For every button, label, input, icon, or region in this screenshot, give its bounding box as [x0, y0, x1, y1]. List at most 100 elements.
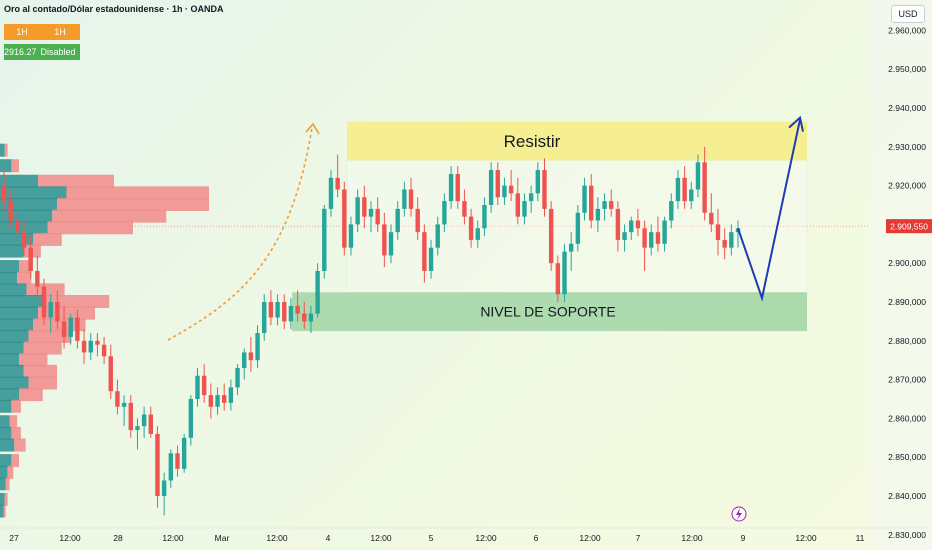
candle-body — [128, 402, 133, 431]
volume-profile-down-bar — [52, 209, 167, 223]
candle-body — [609, 201, 614, 209]
lightning-icon — [736, 508, 742, 520]
candle-body — [622, 232, 627, 240]
candle-body — [222, 395, 227, 403]
candle-body — [115, 391, 120, 407]
candle-body — [515, 193, 520, 217]
candle-body — [595, 208, 601, 221]
x-tick-label: 12:00 — [795, 533, 817, 543]
candle-body — [729, 232, 734, 248]
candle-body — [148, 414, 153, 434]
candle-body — [95, 340, 100, 345]
symbol-title[interactable]: Oro al contado/Dólar estadounidense · 1h… — [4, 4, 224, 14]
candle-body — [662, 220, 667, 244]
candle-body — [28, 247, 33, 271]
candle-body — [669, 201, 674, 221]
candle-body — [642, 228, 647, 248]
candle-body — [535, 170, 541, 194]
candle-body — [288, 305, 294, 322]
candle-body — [268, 302, 274, 318]
y-tick-label: 2.920,000 — [888, 181, 926, 191]
indicator-status[interactable]: Disabled — [36, 44, 80, 60]
candle-body — [61, 321, 67, 337]
volume-profile-up-bar — [0, 318, 34, 332]
candle-body — [649, 232, 654, 248]
indicator-value: 2916.275 — [4, 44, 42, 60]
candle-body — [355, 197, 360, 225]
candle-body — [235, 367, 240, 388]
candle-body — [255, 333, 260, 361]
candle-body — [689, 189, 694, 202]
candle-body — [188, 399, 194, 438]
candle-body — [442, 201, 447, 225]
candle-body — [482, 205, 487, 229]
volume-profile-up-bar — [0, 388, 19, 402]
volume-profile-up-bar — [0, 341, 24, 355]
candle-body — [242, 352, 247, 368]
candle-body — [161, 480, 167, 496]
x-tick-label: Mar — [215, 533, 230, 543]
candle-body — [228, 387, 234, 403]
volume-profile-up-bar — [0, 465, 8, 479]
candle-body — [428, 247, 434, 271]
candle-body — [375, 208, 380, 225]
candle-body — [555, 263, 561, 295]
volume-profile-down-bar — [4, 492, 8, 506]
volume-profile-up-bar — [0, 492, 5, 506]
price-label-bg — [886, 219, 932, 234]
volume-profile-up-bar — [0, 477, 6, 491]
candle-body — [175, 453, 180, 469]
candle-body — [502, 185, 507, 198]
volume-profile-down-bar — [11, 454, 19, 468]
x-tick-label: 6 — [534, 533, 539, 543]
candle-body — [468, 216, 474, 240]
timeframe-badge[interactable]: 1H — [40, 24, 80, 40]
timeframe-badge[interactable]: 1H — [4, 24, 40, 40]
candle-body — [435, 224, 440, 248]
volume-profile-down-bar — [23, 341, 62, 355]
candle-body — [88, 340, 93, 353]
x-tick-label: 12:00 — [579, 533, 601, 543]
candle-body — [462, 201, 467, 217]
support-zone — [292, 292, 807, 332]
candle-body — [68, 317, 73, 337]
candle-body — [615, 208, 621, 240]
volume-profile-down-bar — [19, 388, 43, 402]
y-tick-label: 2.900,000 — [888, 258, 926, 268]
candle-body — [368, 208, 374, 217]
candle-body — [475, 228, 480, 240]
currency-selector[interactable]: USD — [891, 5, 925, 23]
volume-profile-up-bar — [0, 295, 43, 308]
x-tick-label: 27 — [9, 533, 19, 543]
candle-body — [75, 317, 80, 341]
candle-body — [682, 177, 687, 202]
volume-profile-down-bar — [14, 438, 26, 452]
candle-body — [48, 302, 53, 318]
x-tick-label: 12:00 — [370, 533, 392, 543]
candle-body — [522, 201, 527, 217]
y-tick-label: 2.830,000 — [888, 530, 926, 540]
candle-body — [695, 162, 701, 190]
candle-body — [308, 313, 314, 322]
candle-body — [322, 208, 327, 271]
volume-profile-down-bar — [4, 143, 8, 157]
volume-profile-up-bar — [0, 415, 10, 429]
candle-body — [348, 224, 354, 248]
candle-body — [575, 212, 581, 244]
volume-profile-up-bar — [0, 271, 18, 285]
candle-body — [602, 201, 607, 209]
candle-body — [715, 224, 721, 240]
candle-body — [589, 185, 594, 221]
trend-arrow-curve — [167, 127, 313, 341]
volume-profile-down-bar — [7, 465, 14, 479]
volume-profile-down-bar — [33, 232, 62, 246]
volume-profile-up-bar — [0, 198, 57, 211]
candle-body — [108, 356, 113, 392]
x-tick-label: 7 — [636, 533, 641, 543]
trend-arrow-head — [305, 122, 320, 135]
current-price-label: 2.909,550 — [890, 222, 928, 232]
volume-profile-up-bar — [0, 260, 19, 274]
volume-profile-down-bar — [19, 353, 48, 367]
